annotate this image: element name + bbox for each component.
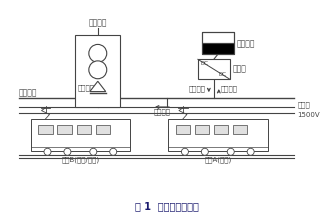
Text: 储能元件: 储能元件 [237,39,255,48]
Text: 1500V: 1500V [298,112,320,118]
Text: 直流母线: 直流母线 [19,89,37,98]
Circle shape [110,148,117,155]
Bar [233,125,247,134]
Bar [31,119,130,151]
Bar [202,33,234,54]
Circle shape [64,148,71,155]
Text: 图 1  系统主电路结构: 图 1 系统主电路结构 [135,201,199,211]
Circle shape [89,61,107,79]
Circle shape [227,148,234,155]
Circle shape [89,44,107,62]
Text: 电网供能: 电网供能 [78,85,95,91]
Circle shape [247,148,254,155]
Bar [38,125,52,134]
Text: 机车B(启动/加速): 机车B(启动/加速) [61,156,100,163]
Text: 储存能量: 储存能量 [221,86,238,92]
Text: 释放能量: 释放能量 [189,86,206,92]
Text: 变换器: 变换器 [233,65,246,74]
Text: DC: DC [201,61,209,66]
Text: 牵引能量: 牵引能量 [154,109,171,115]
Bar [198,59,230,79]
Bar [214,125,228,134]
Bar [202,43,234,54]
Text: 机车A(制动): 机车A(制动) [204,156,231,163]
Circle shape [201,148,208,155]
Circle shape [181,148,188,155]
Circle shape [44,148,51,155]
Bar [75,35,120,107]
Bar [96,125,110,134]
Bar [168,119,268,151]
Circle shape [90,148,97,155]
Text: 交流电网: 交流电网 [89,18,107,27]
Text: DC: DC [219,72,227,77]
Text: 牵引网: 牵引网 [298,102,310,108]
Bar [76,125,91,134]
Bar [195,125,209,134]
Polygon shape [90,81,106,92]
Bar [57,125,72,134]
Bar [202,33,234,43]
Bar [176,125,190,134]
